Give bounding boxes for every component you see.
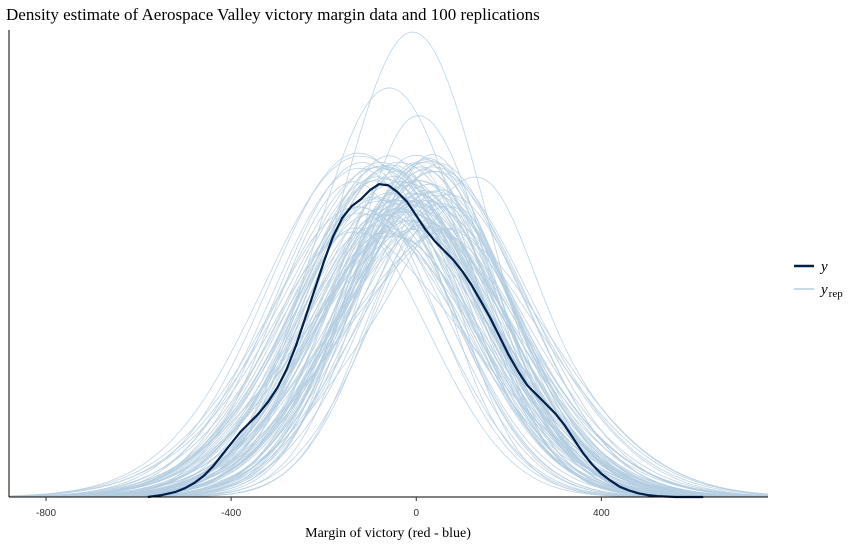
replication-density-line [9, 225, 768, 498]
replication-density-line [8, 176, 768, 498]
replication-density-line [9, 193, 768, 498]
replication-density-line [9, 176, 769, 498]
replication-density-line [9, 163, 769, 498]
replication-density-line [9, 201, 768, 498]
replication-density-line [9, 227, 768, 498]
replication-density-line [9, 229, 768, 498]
replication-density-line [9, 197, 768, 498]
replication-density-line [9, 162, 768, 498]
replication-density-line [9, 232, 769, 498]
replication-density-line [9, 87, 768, 498]
replication-density-line [8, 220, 769, 497]
x-tick-label: -800 [36, 508, 56, 519]
legend: y yrep [794, 259, 843, 300]
x-ticks: -800 -400 0 400 [36, 497, 610, 519]
legend-label-yrep-sub: rep [829, 288, 844, 300]
replication-density-line [9, 205, 768, 498]
legend-label-yrep-main: y [819, 282, 828, 298]
replication-density-line [9, 196, 768, 498]
replication-density-line [9, 220, 768, 498]
replication-lines [8, 31, 769, 498]
replication-density-line [9, 194, 769, 498]
replication-density-line [9, 224, 769, 498]
replication-density-line [9, 170, 769, 498]
replication-density-line [9, 201, 768, 498]
replication-density-line [9, 198, 768, 498]
x-tick-label: 400 [593, 508, 610, 519]
observed-density-path [147, 183, 704, 499]
replication-density-line [8, 206, 769, 498]
replication-density-line [9, 206, 769, 498]
replication-density-line [9, 31, 768, 498]
x-tick-label: -400 [221, 508, 241, 519]
replication-density-line [9, 193, 769, 498]
replication-density-line [9, 222, 768, 498]
observed-density-line [147, 183, 704, 499]
chart-title: Density estimate of Aerospace Valley vic… [6, 5, 540, 24]
replication-density-line [9, 219, 769, 498]
replication-density-line [9, 206, 768, 498]
x-axis-title: Margin of victory (red - blue) [305, 526, 471, 541]
replication-density-line [9, 193, 768, 498]
replication-density-line [9, 227, 769, 498]
replication-density-line [9, 189, 768, 498]
replication-density-line [8, 229, 769, 498]
replication-density-line [9, 227, 768, 498]
replication-density-line [9, 193, 768, 498]
replication-density-line [9, 205, 768, 498]
replication-density-line [9, 179, 769, 498]
legend-label-y: y [819, 259, 828, 275]
replication-density-line [9, 157, 768, 498]
x-tick-label: 0 [413, 508, 419, 519]
legend-label-yrep: yrep [819, 282, 843, 300]
replication-density-line [9, 211, 769, 498]
replication-density-line [9, 209, 768, 498]
replication-density-line [9, 226, 769, 498]
